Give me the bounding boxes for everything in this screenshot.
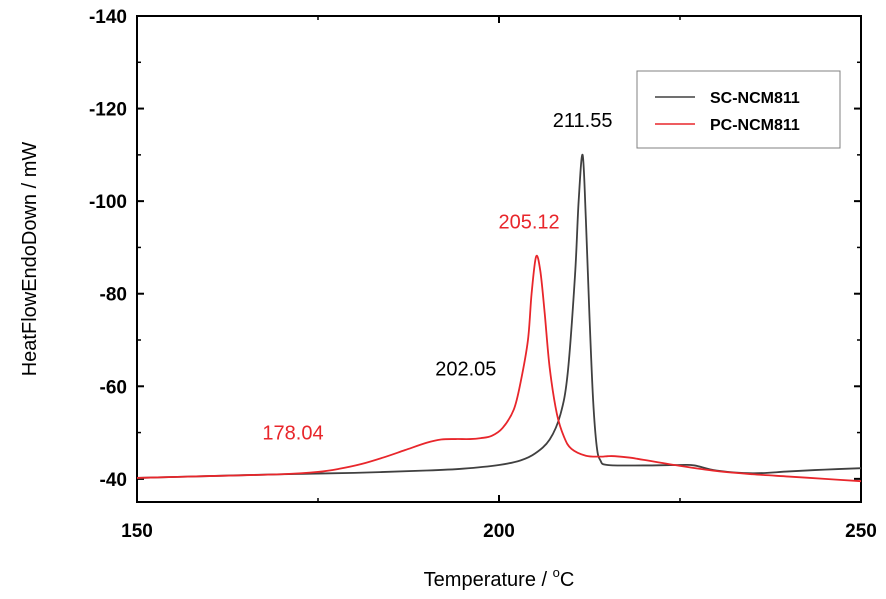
legend: SC-NCM811 PC-NCM811 [636,70,841,149]
y-tick-label: -100 [89,192,127,213]
peak-annotation: 202.05 [435,358,496,380]
peak-annotation: 211.55 [553,110,613,132]
y-axis: -40 -60 -80 -100 -120 -140 [89,7,861,491]
legend-label-pc-ncm811: PC-NCM811 [710,117,800,134]
y-axis-title: HeatFlowEndoDown / mW [19,142,41,377]
y-tick-label: -40 [100,470,127,491]
x-axis-title-main: Temperature / [424,569,553,591]
y-tick-label: -80 [100,285,127,306]
series-line-sc-ncm811 [136,153,862,479]
peak-annotation: 205.12 [498,212,559,234]
y-tick-label: -120 [89,100,127,121]
x-tick-label: 200 [483,521,515,542]
x-tick-label: 150 [121,521,153,542]
series-line-pc-ncm811 [136,254,862,483]
y-tick-label: -60 [100,377,127,398]
x-axis: 150 200 250 [121,16,877,542]
x-axis-title: Temperature / oC [424,565,575,591]
x-tick-label: 250 [845,521,877,542]
y-tick-label: -140 [89,7,127,28]
legend-box [636,70,841,149]
peak-annotation: 178.04 [262,423,323,445]
x-axis-title-unit: C [560,569,574,591]
x-axis-title-degree: o [553,565,560,580]
legend-label-sc-ncm811: SC-NCM811 [710,90,800,107]
annotation-layer: 211.55 205.12 202.05 178.04 [262,110,612,445]
series-layer [136,153,862,483]
